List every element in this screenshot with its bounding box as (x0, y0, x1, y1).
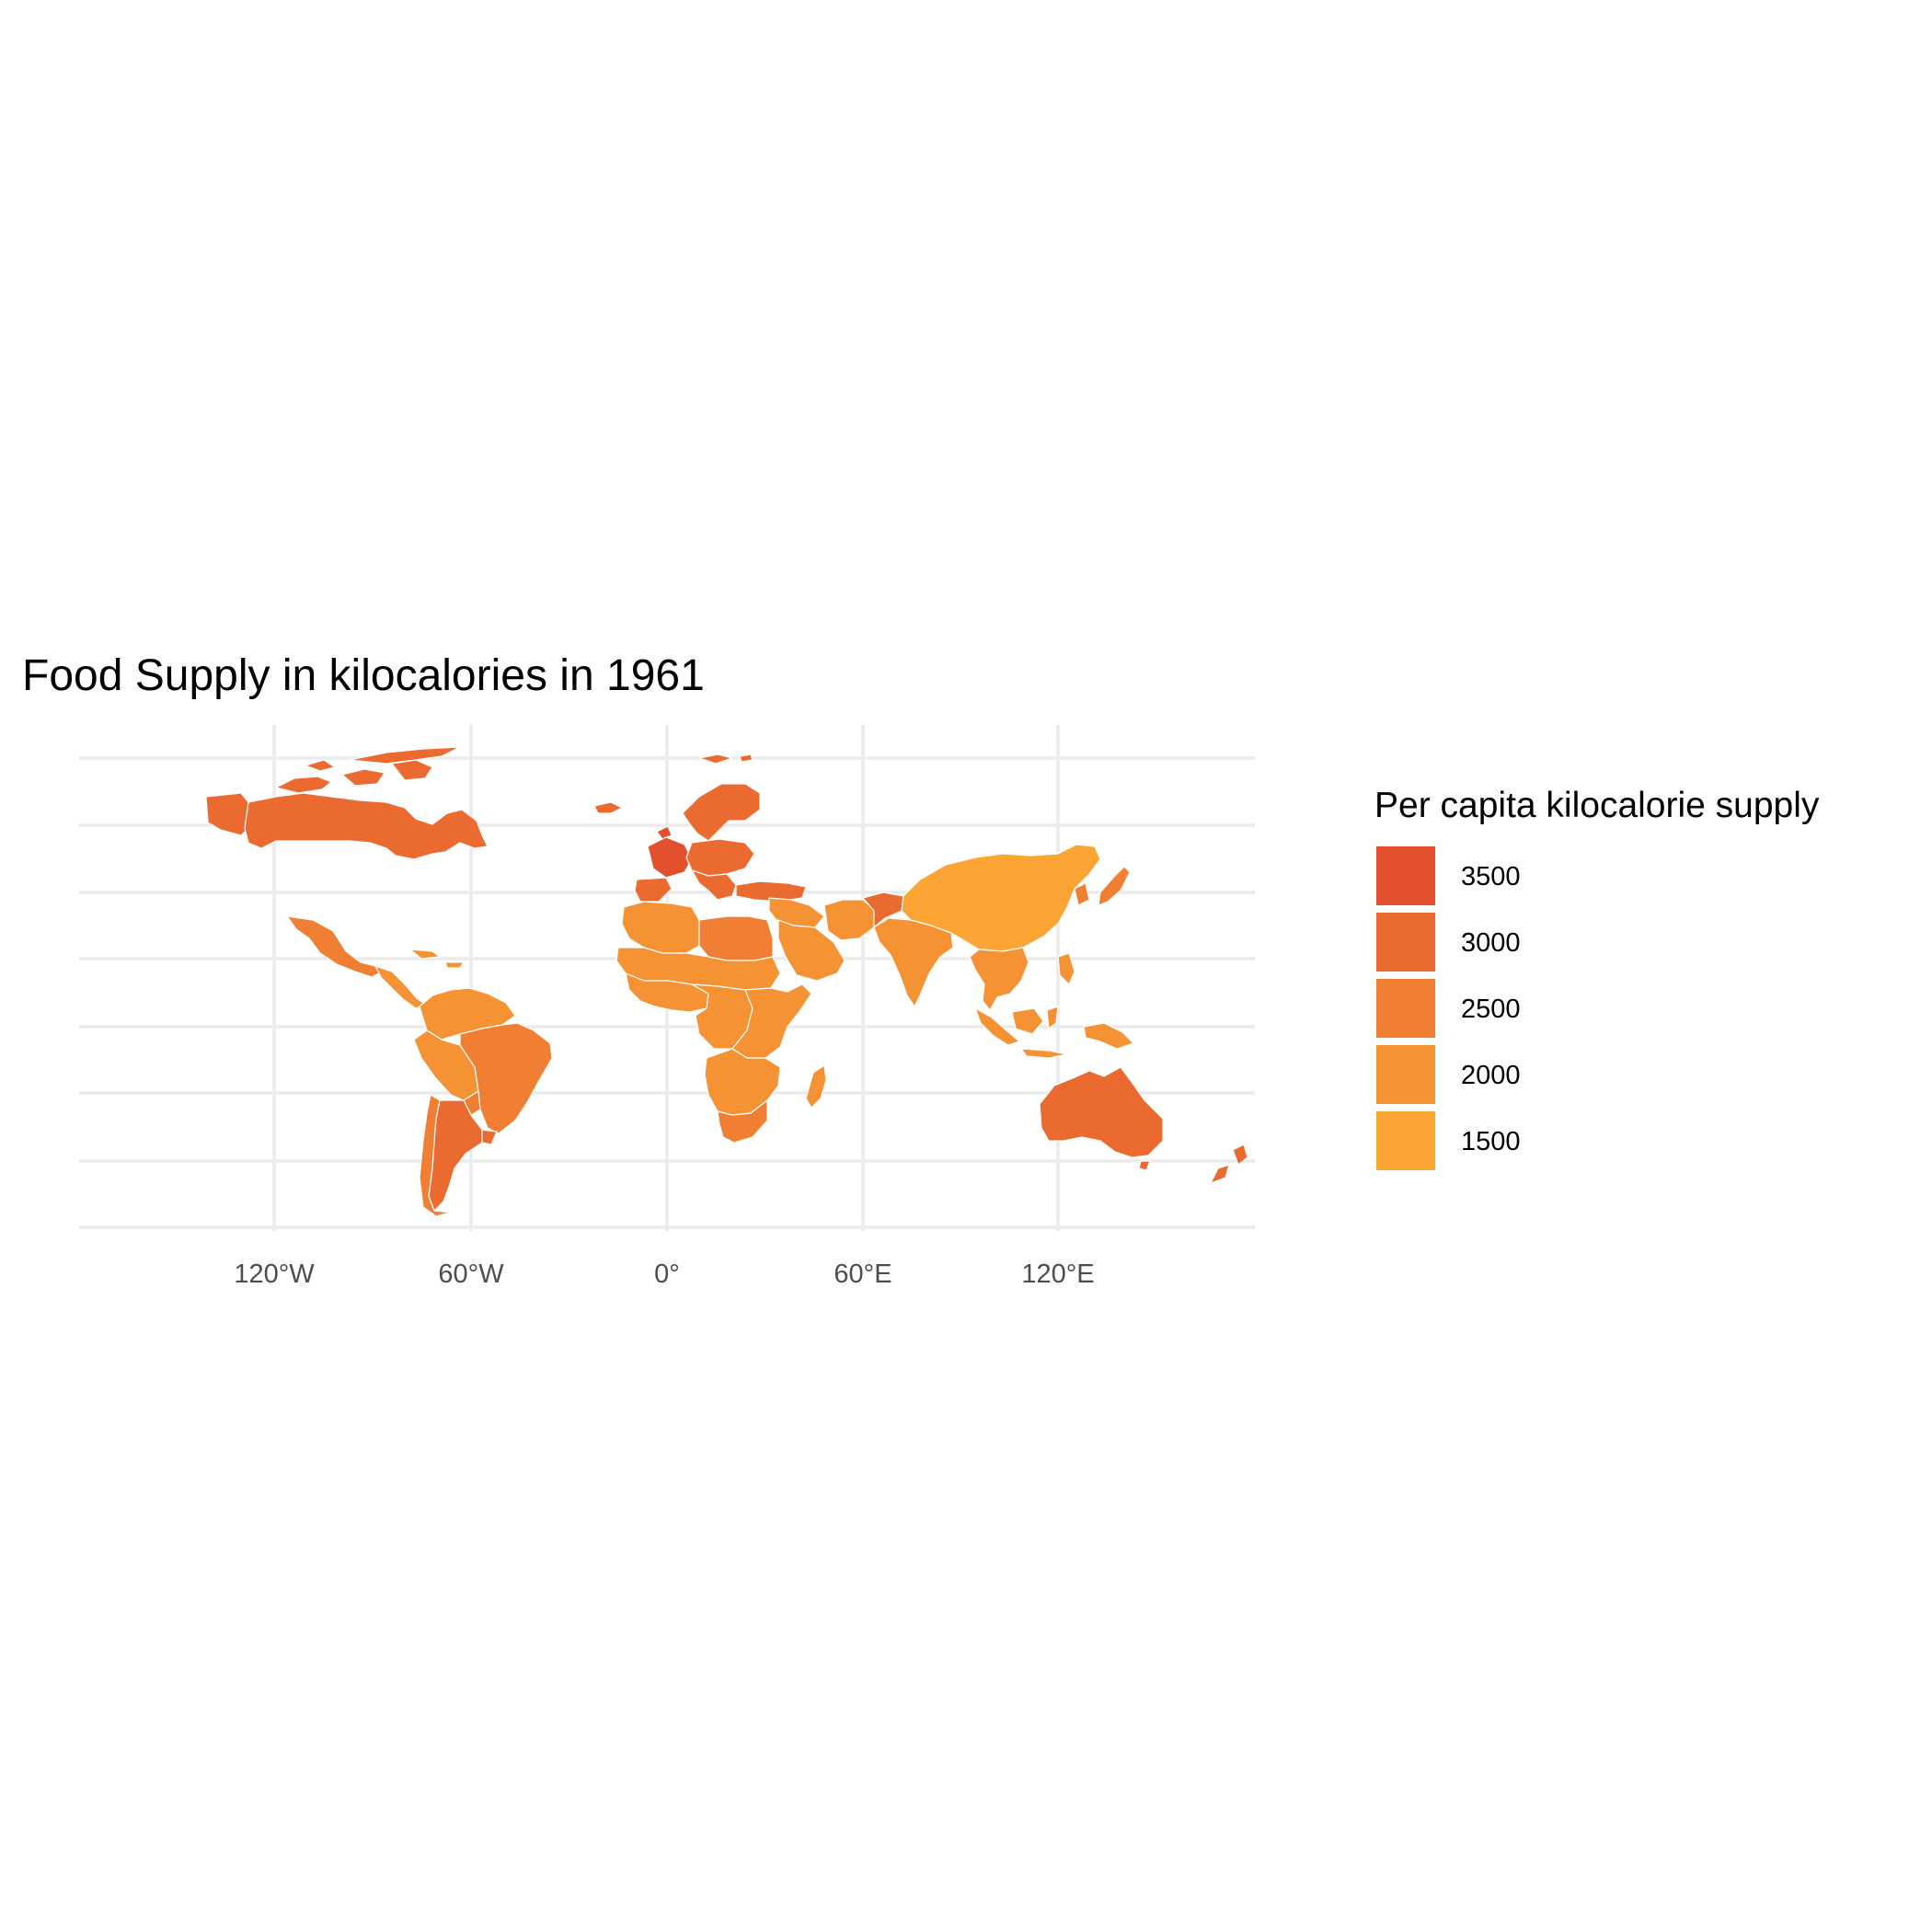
legend-key-3000 (1376, 913, 1435, 972)
region-iberia (634, 877, 673, 903)
region-arabia (777, 919, 845, 982)
legend-label-2500: 2500 (1461, 995, 1521, 1024)
legend-label-1500: 1500 (1461, 1127, 1521, 1156)
legend: Per capita kilocalorie supply 3500 3000 … (1374, 786, 1820, 1170)
region-papua (1083, 1022, 1134, 1050)
region-madagascar (805, 1064, 827, 1109)
region-egypt-libya (698, 915, 774, 961)
region-tasmania (1138, 1160, 1151, 1171)
x-tick-label-60w: 60°W (438, 1259, 504, 1289)
region-china-mongolia (901, 844, 1101, 952)
region-india (873, 917, 954, 1007)
region-greenland-arctic (349, 746, 461, 765)
x-tick-label-120e: 120°E (1021, 1259, 1094, 1289)
region-brazil (459, 1022, 553, 1134)
region-southern-africa (704, 1048, 781, 1116)
region-turkey (735, 880, 807, 903)
legend-key-2000 (1376, 1045, 1435, 1104)
legend-key-2500 (1376, 979, 1435, 1038)
region-indonesia-philippines (974, 952, 1075, 1059)
legend-label-3500: 3500 (1461, 862, 1521, 891)
region-iceland (593, 801, 623, 814)
region-alaska (205, 792, 249, 836)
region-new-zealand (1210, 1144, 1248, 1184)
legend-key-3500 (1376, 846, 1435, 905)
region-central-asia (862, 891, 904, 928)
legend-key-1500 (1376, 1111, 1435, 1170)
region-arctic-islands (275, 759, 433, 794)
legend-label-3000: 3000 (1461, 928, 1521, 958)
region-chile (419, 1094, 452, 1217)
legend-label-2000: 2000 (1461, 1061, 1521, 1090)
region-south-africa (717, 1099, 768, 1144)
region-uruguay (481, 1129, 498, 1145)
region-middle-east (768, 897, 825, 928)
region-central-africa (691, 983, 753, 1050)
region-western-europe (647, 825, 693, 879)
region-east-africa (731, 983, 812, 1059)
region-west-africa (625, 972, 709, 1013)
region-iran-afghanistan (823, 899, 877, 941)
region-svalbard (698, 753, 753, 765)
region-north-africa (621, 901, 700, 954)
chart-title: Food Supply in kilocalories in 1961 (22, 651, 705, 700)
x-tick-label-120w: 120°W (234, 1259, 315, 1289)
region-scandinavia (682, 783, 761, 842)
region-korea-japan (1074, 866, 1131, 906)
x-tick-label-0: 0° (654, 1259, 680, 1289)
region-mexico (286, 915, 387, 978)
x-axis-ticks: 120°W 60°W 0° 60°E 120°E (234, 1259, 1094, 1289)
region-italy-balkans (691, 869, 737, 901)
region-central-america (374, 965, 426, 1009)
region-caribbean (409, 949, 465, 969)
legend-title: Per capita kilocalorie supply (1374, 786, 1820, 825)
x-tick-label-60e: 60°E (834, 1259, 891, 1289)
region-central-europe (685, 838, 755, 877)
countries-layer (205, 746, 1248, 1217)
region-southeast-asia (969, 947, 1029, 1011)
region-australia (1039, 1066, 1164, 1158)
region-canada (244, 792, 489, 860)
